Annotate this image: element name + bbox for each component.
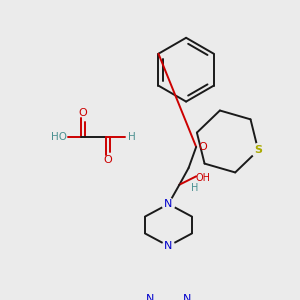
Text: OH: OH (195, 173, 210, 183)
Text: O: O (199, 142, 207, 152)
Text: O: O (103, 155, 112, 165)
Text: HO: HO (51, 132, 67, 142)
Text: N: N (146, 294, 154, 300)
Text: N: N (183, 294, 192, 300)
Text: H: H (128, 132, 135, 142)
Text: N: N (164, 241, 173, 251)
Text: H: H (191, 183, 198, 193)
Text: S: S (254, 145, 262, 155)
Text: N: N (164, 199, 173, 209)
Text: O: O (79, 108, 87, 118)
